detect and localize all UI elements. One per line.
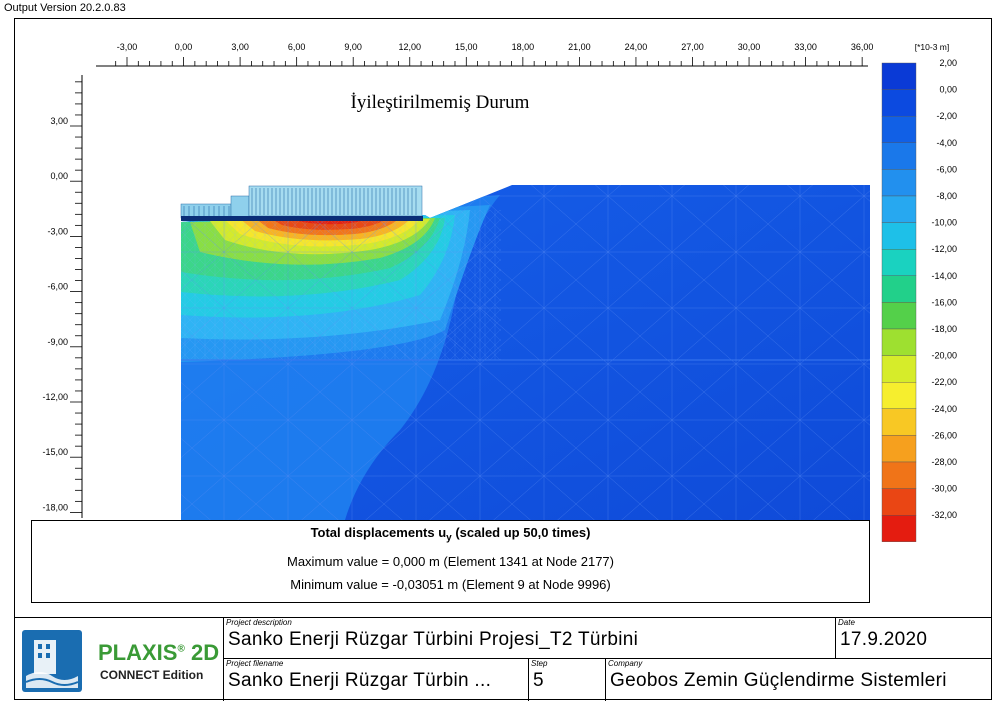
max-value-line: Maximum value = 0,000 m (Element 1341 at… xyxy=(287,553,614,569)
x-tick-label: 30,00 xyxy=(738,42,761,52)
legend-label: -18,00 xyxy=(931,324,957,334)
y-tick-label: -6,00 xyxy=(47,282,68,292)
soil-contour-plot xyxy=(181,185,870,520)
x-tick-label: 27,00 xyxy=(681,42,704,52)
x-tick-label: 36,00 xyxy=(851,42,874,52)
y-tick-label: 3,00 xyxy=(50,116,68,126)
legend-label: -24,00 xyxy=(931,404,957,414)
legend-label: -30,00 xyxy=(931,484,957,494)
legend-label: 0,00 xyxy=(939,85,957,95)
legend-swatch xyxy=(881,222,917,250)
x-tick-label: 12,00 xyxy=(398,42,421,52)
legend-swatch xyxy=(881,408,917,436)
step-cell: Step 5 xyxy=(528,659,605,701)
x-tick-label: 24,00 xyxy=(625,42,648,52)
legend-swatch xyxy=(881,195,917,223)
legend-label: -14,00 xyxy=(931,271,957,281)
project-filename-cell: Project filename Sanko Enerji Rüzgar Tür… xyxy=(223,659,528,701)
legend-label: -20,00 xyxy=(931,351,957,361)
footer-divider xyxy=(223,658,992,659)
legend-swatch xyxy=(881,89,917,117)
legend-label: -22,00 xyxy=(931,377,957,387)
y-tick-label: -9,00 xyxy=(47,337,68,347)
x-tick-label: 15,00 xyxy=(455,42,478,52)
x-axis-ruler: -3,00 0,00 3,00 6,00 9,00 12,00 15,00 18,00 21,0… xyxy=(96,42,874,67)
footer-bar: PLAXIS® 2D CONNECT Edition Project descr… xyxy=(14,617,992,701)
date-cell: Date 17.9.2020 xyxy=(835,618,992,658)
edition-label: CONNECT Edition xyxy=(100,668,204,682)
legend-swatch xyxy=(881,275,917,303)
y-tick-label: 0,00 xyxy=(50,171,68,181)
legend-swatch xyxy=(881,382,917,410)
legend-label: -26,00 xyxy=(931,430,957,440)
x-tick-label: 0,00 xyxy=(175,42,193,52)
legend-swatch xyxy=(881,435,917,463)
plaxis-logo-icon xyxy=(22,630,82,692)
legend-swatch xyxy=(881,142,917,170)
legend-swatch xyxy=(881,169,917,197)
brand-name: PLAXIS® 2D xyxy=(98,640,220,665)
legend-label: -28,00 xyxy=(931,457,957,467)
company-value: Geobos Zemin Güçlendirme Sistemleri xyxy=(610,670,947,691)
results-title: Total displacements uy (scaled up 50,0 t… xyxy=(310,525,591,544)
legend-label: -12,00 xyxy=(931,244,957,254)
foundation-structure xyxy=(180,185,423,221)
legend-swatch xyxy=(881,461,917,489)
legend-swatch xyxy=(881,355,917,383)
legend-label: -10,00 xyxy=(931,218,957,228)
x-tick-label: 18,00 xyxy=(512,42,535,52)
output-frame xyxy=(14,18,992,700)
legend-label: -4,00 xyxy=(936,138,957,148)
project-description: Sanko Enerji Rüzgar Türbini Projesi_T2 T… xyxy=(228,629,639,650)
y-tick-label: -3,00 xyxy=(47,226,68,236)
legend-label: -2,00 xyxy=(936,111,957,121)
results-panel: Total displacements uy (scaled up 50,0 t… xyxy=(31,520,870,603)
legend-label: -6,00 xyxy=(936,164,957,174)
legend-swatch xyxy=(881,515,917,543)
x-tick-label: 33,00 xyxy=(794,42,817,52)
legend-label: -32,00 xyxy=(931,510,957,520)
legend-swatch xyxy=(881,302,917,330)
legend-swatch xyxy=(881,248,917,276)
color-legend: [*10-3 m] 2,00 0,00 -2,00 -4,00 -6,00 -8,00 -1… xyxy=(881,42,957,543)
project-filename: Sanko Enerji Rüzgar Türbin ... xyxy=(228,670,492,691)
y-tick-label: -12,00 xyxy=(42,392,68,402)
legend-label: 2,00 xyxy=(939,58,957,68)
legend-label: -8,00 xyxy=(936,191,957,201)
version-label: Output Version 20.2.0.83 xyxy=(4,2,126,14)
x-tick-label: 6,00 xyxy=(288,42,306,52)
x-tick-label: -3,00 xyxy=(117,42,138,52)
x-tick-label: 3,00 xyxy=(231,42,249,52)
y-tick-label: -18,00 xyxy=(42,502,68,512)
legend-swatch xyxy=(881,488,917,516)
legend-unit: [*10-3 m] xyxy=(915,42,950,52)
x-tick-label: 21,00 xyxy=(568,42,591,52)
y-tick-label: -15,00 xyxy=(42,447,68,457)
step-value: 5 xyxy=(533,670,544,691)
min-value-line: Minimum value = -0,03051 m (Element 9 at… xyxy=(290,576,611,592)
y-axis-ruler: 3,00 0,00 -3,00 -6,00 -9,00 -12,00 -15,00 -18,0… xyxy=(42,75,83,518)
legend-label: -16,00 xyxy=(931,297,957,307)
x-tick-label: 9,00 xyxy=(344,42,362,52)
legend-swatch xyxy=(881,328,917,356)
date-value: 17.9.2020 xyxy=(840,629,928,650)
company-cell: Company Geobos Zemin Güçlendirme Sisteml… xyxy=(605,659,992,701)
legend-swatch xyxy=(881,62,917,90)
project-description-cell: Project description Sanko Enerji Rüzgar … xyxy=(223,618,835,658)
legend-swatch xyxy=(881,115,917,143)
plot-title: İyileştirilmemiş Durum xyxy=(351,92,530,113)
